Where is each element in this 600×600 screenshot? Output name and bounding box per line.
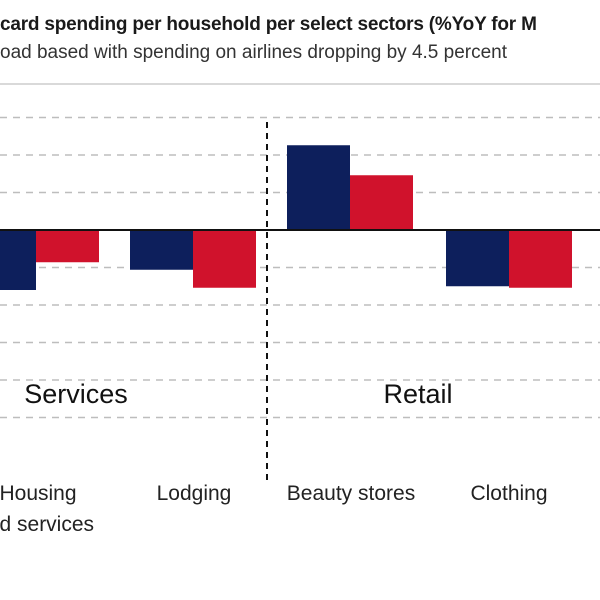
labels: Services Retail Housing ted services Lodging… [0, 379, 548, 536]
bar [36, 230, 99, 263]
bar [509, 230, 572, 288]
gridlines [0, 116, 600, 419]
bar [193, 230, 256, 288]
bars [0, 145, 572, 290]
category-label: ted services [0, 513, 94, 536]
group-label: Retail [383, 379, 452, 409]
category-label: Lodging [157, 482, 232, 505]
category-label: Clothing [470, 482, 547, 505]
category-label: Beauty stores [287, 482, 415, 505]
category-label: Housing [0, 482, 77, 505]
header-divider [0, 83, 600, 85]
bar [287, 145, 350, 230]
bar [0, 230, 36, 290]
group-label: Services [24, 379, 128, 409]
chart-title: card spending per household per select s… [0, 14, 537, 35]
chart-subtitle: oad based with spending on airlines drop… [0, 42, 508, 63]
bar [130, 230, 193, 270]
bar [446, 230, 509, 287]
bar [350, 175, 413, 230]
